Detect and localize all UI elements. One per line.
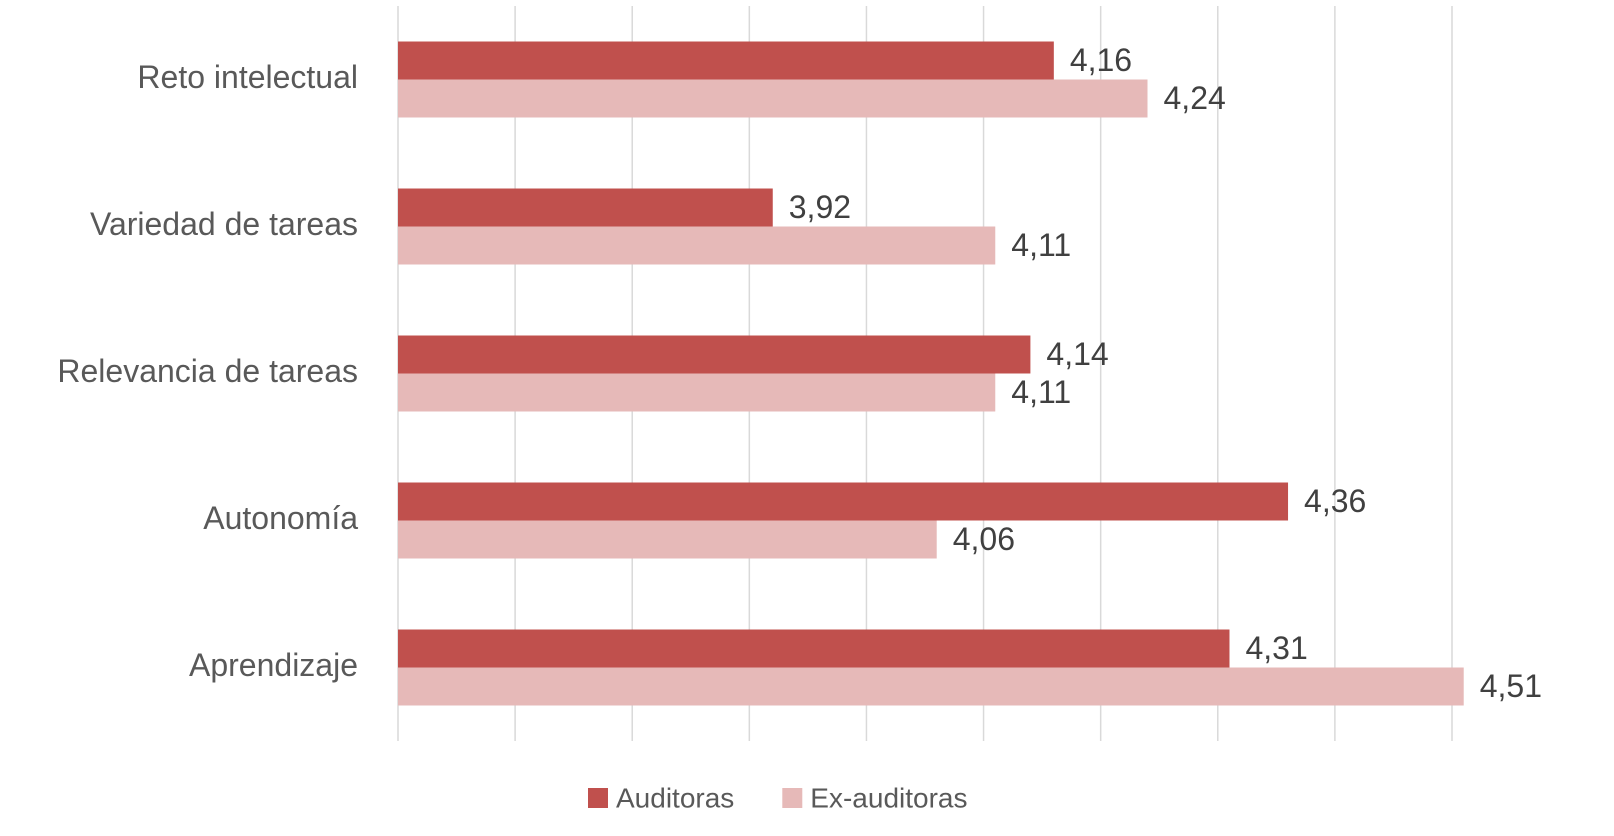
value-label: 4,31: [1245, 630, 1307, 666]
legend-swatch: [588, 788, 608, 808]
value-label: 4,51: [1480, 668, 1542, 704]
y-tick-label: Reto intelectual: [137, 59, 358, 95]
value-label: 3,92: [789, 189, 851, 225]
value-label: 4,36: [1304, 483, 1366, 519]
value-label: 4,06: [953, 521, 1015, 557]
bar: [398, 629, 1230, 668]
value-label: 4,16: [1070, 42, 1132, 78]
legend-swatch: [782, 788, 803, 808]
bar: [398, 226, 996, 265]
bar: [398, 520, 937, 559]
value-label: 4,24: [1164, 80, 1226, 116]
value-label: 4,14: [1046, 336, 1108, 372]
y-tick-label: Aprendizaje: [189, 647, 358, 683]
legend-label: Auditoras: [616, 782, 734, 813]
y-tick-label: Variedad de tareas: [90, 206, 358, 242]
bar: [398, 41, 1054, 80]
value-label: 4,11: [1011, 374, 1071, 410]
y-tick-label: Relevancia de tareas: [57, 353, 358, 389]
value-label: 4,11: [1011, 227, 1071, 263]
bar: [398, 667, 1464, 706]
bar: [398, 335, 1031, 374]
bar: [398, 482, 1289, 521]
bar: [398, 79, 1148, 118]
y-tick-label: Autonomía: [203, 500, 358, 536]
bar: [398, 188, 773, 227]
legend-label: Ex-auditoras: [810, 782, 967, 813]
bar: [398, 373, 996, 412]
